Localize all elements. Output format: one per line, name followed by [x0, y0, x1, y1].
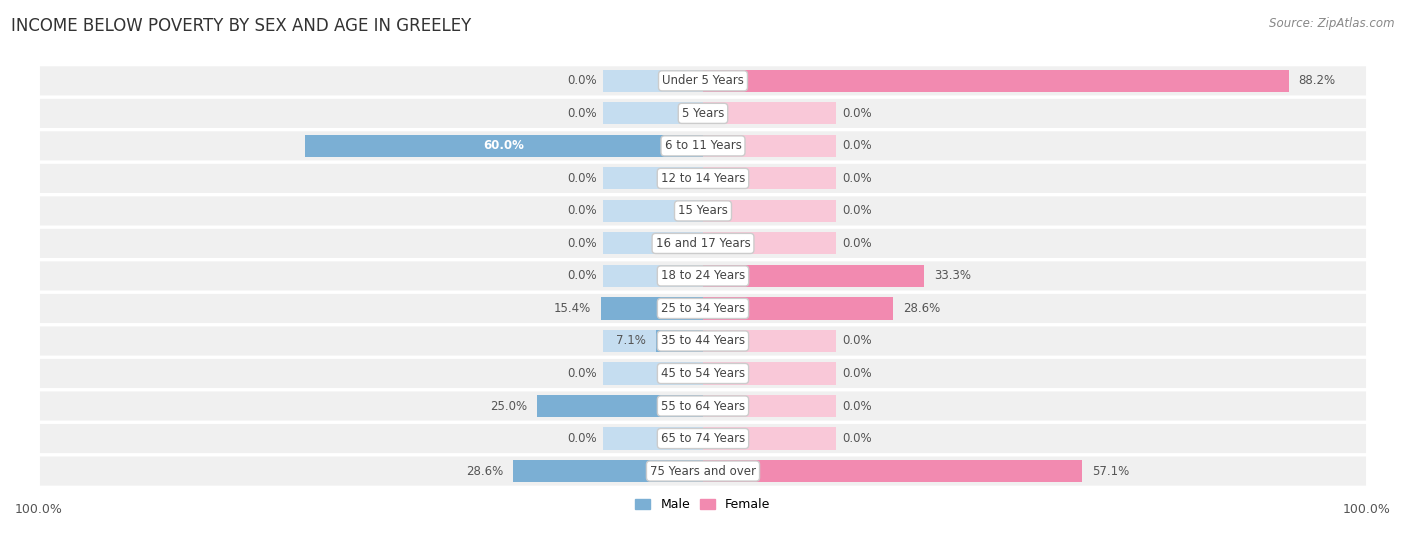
Text: 6 to 11 Years: 6 to 11 Years: [665, 139, 741, 153]
Text: 7.1%: 7.1%: [616, 334, 645, 348]
Text: 0.0%: 0.0%: [842, 400, 872, 413]
Text: 0.0%: 0.0%: [842, 237, 872, 250]
Bar: [537, 395, 703, 417]
Text: 0.0%: 0.0%: [842, 205, 872, 217]
Text: 28.6%: 28.6%: [465, 465, 503, 477]
Bar: [703, 460, 835, 482]
FancyBboxPatch shape: [39, 456, 1367, 487]
Text: 0.0%: 0.0%: [567, 237, 596, 250]
Bar: [703, 297, 835, 320]
FancyBboxPatch shape: [39, 98, 1367, 129]
FancyBboxPatch shape: [39, 390, 1367, 421]
Text: 0.0%: 0.0%: [567, 205, 596, 217]
FancyBboxPatch shape: [39, 260, 1367, 292]
Bar: [703, 167, 835, 190]
FancyBboxPatch shape: [39, 358, 1367, 389]
Bar: [603, 135, 703, 157]
Text: 0.0%: 0.0%: [567, 367, 596, 380]
Text: 0.0%: 0.0%: [842, 172, 872, 185]
Bar: [703, 70, 1289, 92]
Text: 57.1%: 57.1%: [1092, 465, 1129, 477]
Text: 25 to 34 Years: 25 to 34 Years: [661, 302, 745, 315]
FancyBboxPatch shape: [39, 65, 1367, 97]
Text: 28.6%: 28.6%: [903, 302, 941, 315]
FancyBboxPatch shape: [39, 325, 1367, 357]
Bar: [703, 265, 835, 287]
FancyBboxPatch shape: [39, 228, 1367, 259]
Bar: [603, 265, 703, 287]
Bar: [600, 297, 703, 320]
Text: 15.4%: 15.4%: [554, 302, 591, 315]
Text: 0.0%: 0.0%: [842, 139, 872, 153]
Text: Under 5 Years: Under 5 Years: [662, 74, 744, 87]
Text: 0.0%: 0.0%: [567, 107, 596, 120]
Bar: [703, 460, 1083, 482]
Text: 75 Years and over: 75 Years and over: [650, 465, 756, 477]
Text: 18 to 24 Years: 18 to 24 Years: [661, 269, 745, 282]
Text: INCOME BELOW POVERTY BY SEX AND AGE IN GREELEY: INCOME BELOW POVERTY BY SEX AND AGE IN G…: [11, 17, 471, 35]
FancyBboxPatch shape: [39, 423, 1367, 454]
Bar: [603, 428, 703, 449]
Bar: [603, 395, 703, 417]
Text: 0.0%: 0.0%: [842, 107, 872, 120]
Text: 35 to 44 Years: 35 to 44 Years: [661, 334, 745, 348]
Bar: [513, 460, 703, 482]
Bar: [603, 233, 703, 254]
Bar: [603, 362, 703, 385]
Text: Source: ZipAtlas.com: Source: ZipAtlas.com: [1270, 17, 1395, 30]
Bar: [703, 362, 835, 385]
Bar: [603, 70, 703, 92]
Text: 33.3%: 33.3%: [934, 269, 972, 282]
Text: 88.2%: 88.2%: [1299, 74, 1336, 87]
FancyBboxPatch shape: [39, 130, 1367, 162]
Bar: [603, 200, 703, 222]
FancyBboxPatch shape: [39, 293, 1367, 324]
Bar: [603, 167, 703, 190]
Bar: [703, 265, 924, 287]
Bar: [703, 70, 835, 92]
Bar: [703, 102, 835, 125]
Text: 60.0%: 60.0%: [484, 139, 524, 153]
Legend: Male, Female: Male, Female: [630, 493, 776, 516]
Bar: [603, 297, 703, 320]
Text: 5 Years: 5 Years: [682, 107, 724, 120]
Text: 55 to 64 Years: 55 to 64 Years: [661, 400, 745, 413]
Bar: [703, 395, 835, 417]
Bar: [703, 428, 835, 449]
Bar: [603, 102, 703, 125]
Bar: [603, 330, 703, 352]
Text: 12 to 14 Years: 12 to 14 Years: [661, 172, 745, 185]
FancyBboxPatch shape: [39, 163, 1367, 194]
Bar: [703, 135, 835, 157]
Text: 0.0%: 0.0%: [842, 367, 872, 380]
Text: 15 Years: 15 Years: [678, 205, 728, 217]
Bar: [703, 200, 835, 222]
Bar: [305, 135, 703, 157]
Bar: [655, 330, 703, 352]
Text: 0.0%: 0.0%: [567, 269, 596, 282]
Text: 16 and 17 Years: 16 and 17 Years: [655, 237, 751, 250]
Text: 45 to 54 Years: 45 to 54 Years: [661, 367, 745, 380]
Bar: [603, 460, 703, 482]
Bar: [703, 297, 893, 320]
Text: 0.0%: 0.0%: [842, 334, 872, 348]
Text: 25.0%: 25.0%: [489, 400, 527, 413]
Text: 0.0%: 0.0%: [842, 432, 872, 445]
Text: 65 to 74 Years: 65 to 74 Years: [661, 432, 745, 445]
Bar: [703, 330, 835, 352]
Bar: [703, 233, 835, 254]
Text: 0.0%: 0.0%: [567, 432, 596, 445]
Text: 0.0%: 0.0%: [567, 172, 596, 185]
FancyBboxPatch shape: [39, 195, 1367, 226]
Text: 0.0%: 0.0%: [567, 74, 596, 87]
